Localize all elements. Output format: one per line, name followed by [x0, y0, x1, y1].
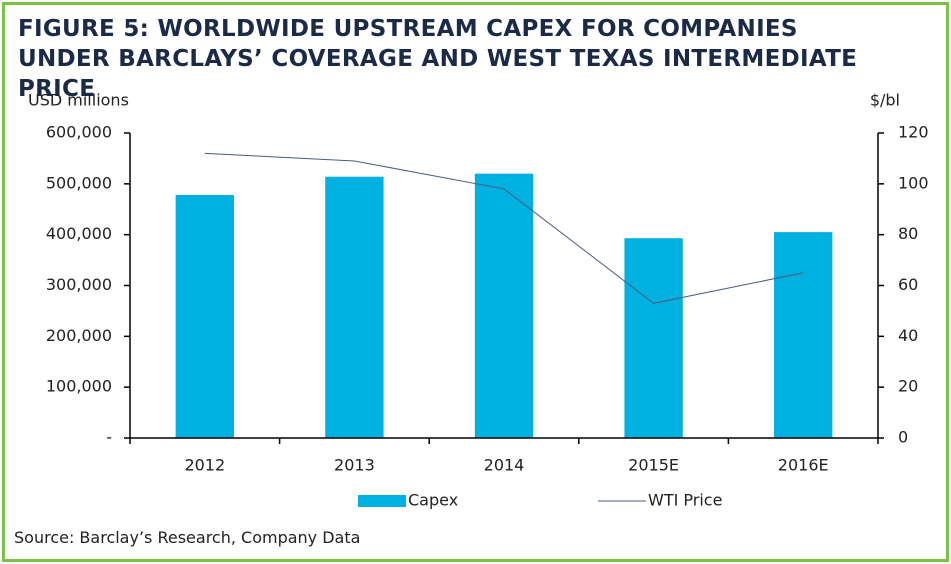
- y2-axis-label: $/bl: [870, 91, 900, 110]
- y2-tick-label: 20: [898, 377, 918, 396]
- y-tick-label: 300,000: [46, 275, 112, 294]
- legend-label: Capex: [408, 491, 458, 510]
- x-tick-label: 2013: [334, 456, 375, 475]
- y-tick-label: 100,000: [46, 377, 112, 396]
- y-tick-label: -: [106, 428, 112, 447]
- source: Source: Barclay’s Research, Company Data: [14, 528, 361, 547]
- bar: [624, 238, 683, 438]
- legend-swatch: [358, 495, 406, 507]
- y2-tick-label: 40: [898, 326, 918, 345]
- bar: [175, 195, 234, 438]
- bar: [474, 173, 534, 438]
- x-tick-label: 2012: [184, 456, 225, 475]
- y2-tick-label: 60: [898, 275, 918, 294]
- legend-label: WTI Price: [648, 491, 722, 510]
- y-tick-label: 200,000: [46, 326, 112, 345]
- x-tick-label: 2014: [484, 456, 525, 475]
- x-tick-label: 2016E: [778, 456, 829, 475]
- y2-tick-label: 0: [898, 428, 908, 447]
- y-tick-label: 500,000: [46, 173, 112, 192]
- y-tick-label: 600,000: [46, 123, 112, 142]
- x-tick-label: 2015E: [628, 456, 679, 475]
- chart-title: FIGURE 5: WORLDWIDE UPSTREAM CAPEX FOR C…: [18, 16, 858, 102]
- y2-tick-label: 80: [898, 224, 918, 243]
- line: [204, 152, 804, 304]
- y2-tick-label: 100: [898, 173, 929, 192]
- bar: [325, 176, 384, 438]
- y-tick-label: 400,000: [46, 224, 112, 243]
- y2-tick-label: 120: [898, 123, 929, 142]
- y-axis-label: USD millions: [28, 91, 129, 110]
- bar: [774, 232, 833, 438]
